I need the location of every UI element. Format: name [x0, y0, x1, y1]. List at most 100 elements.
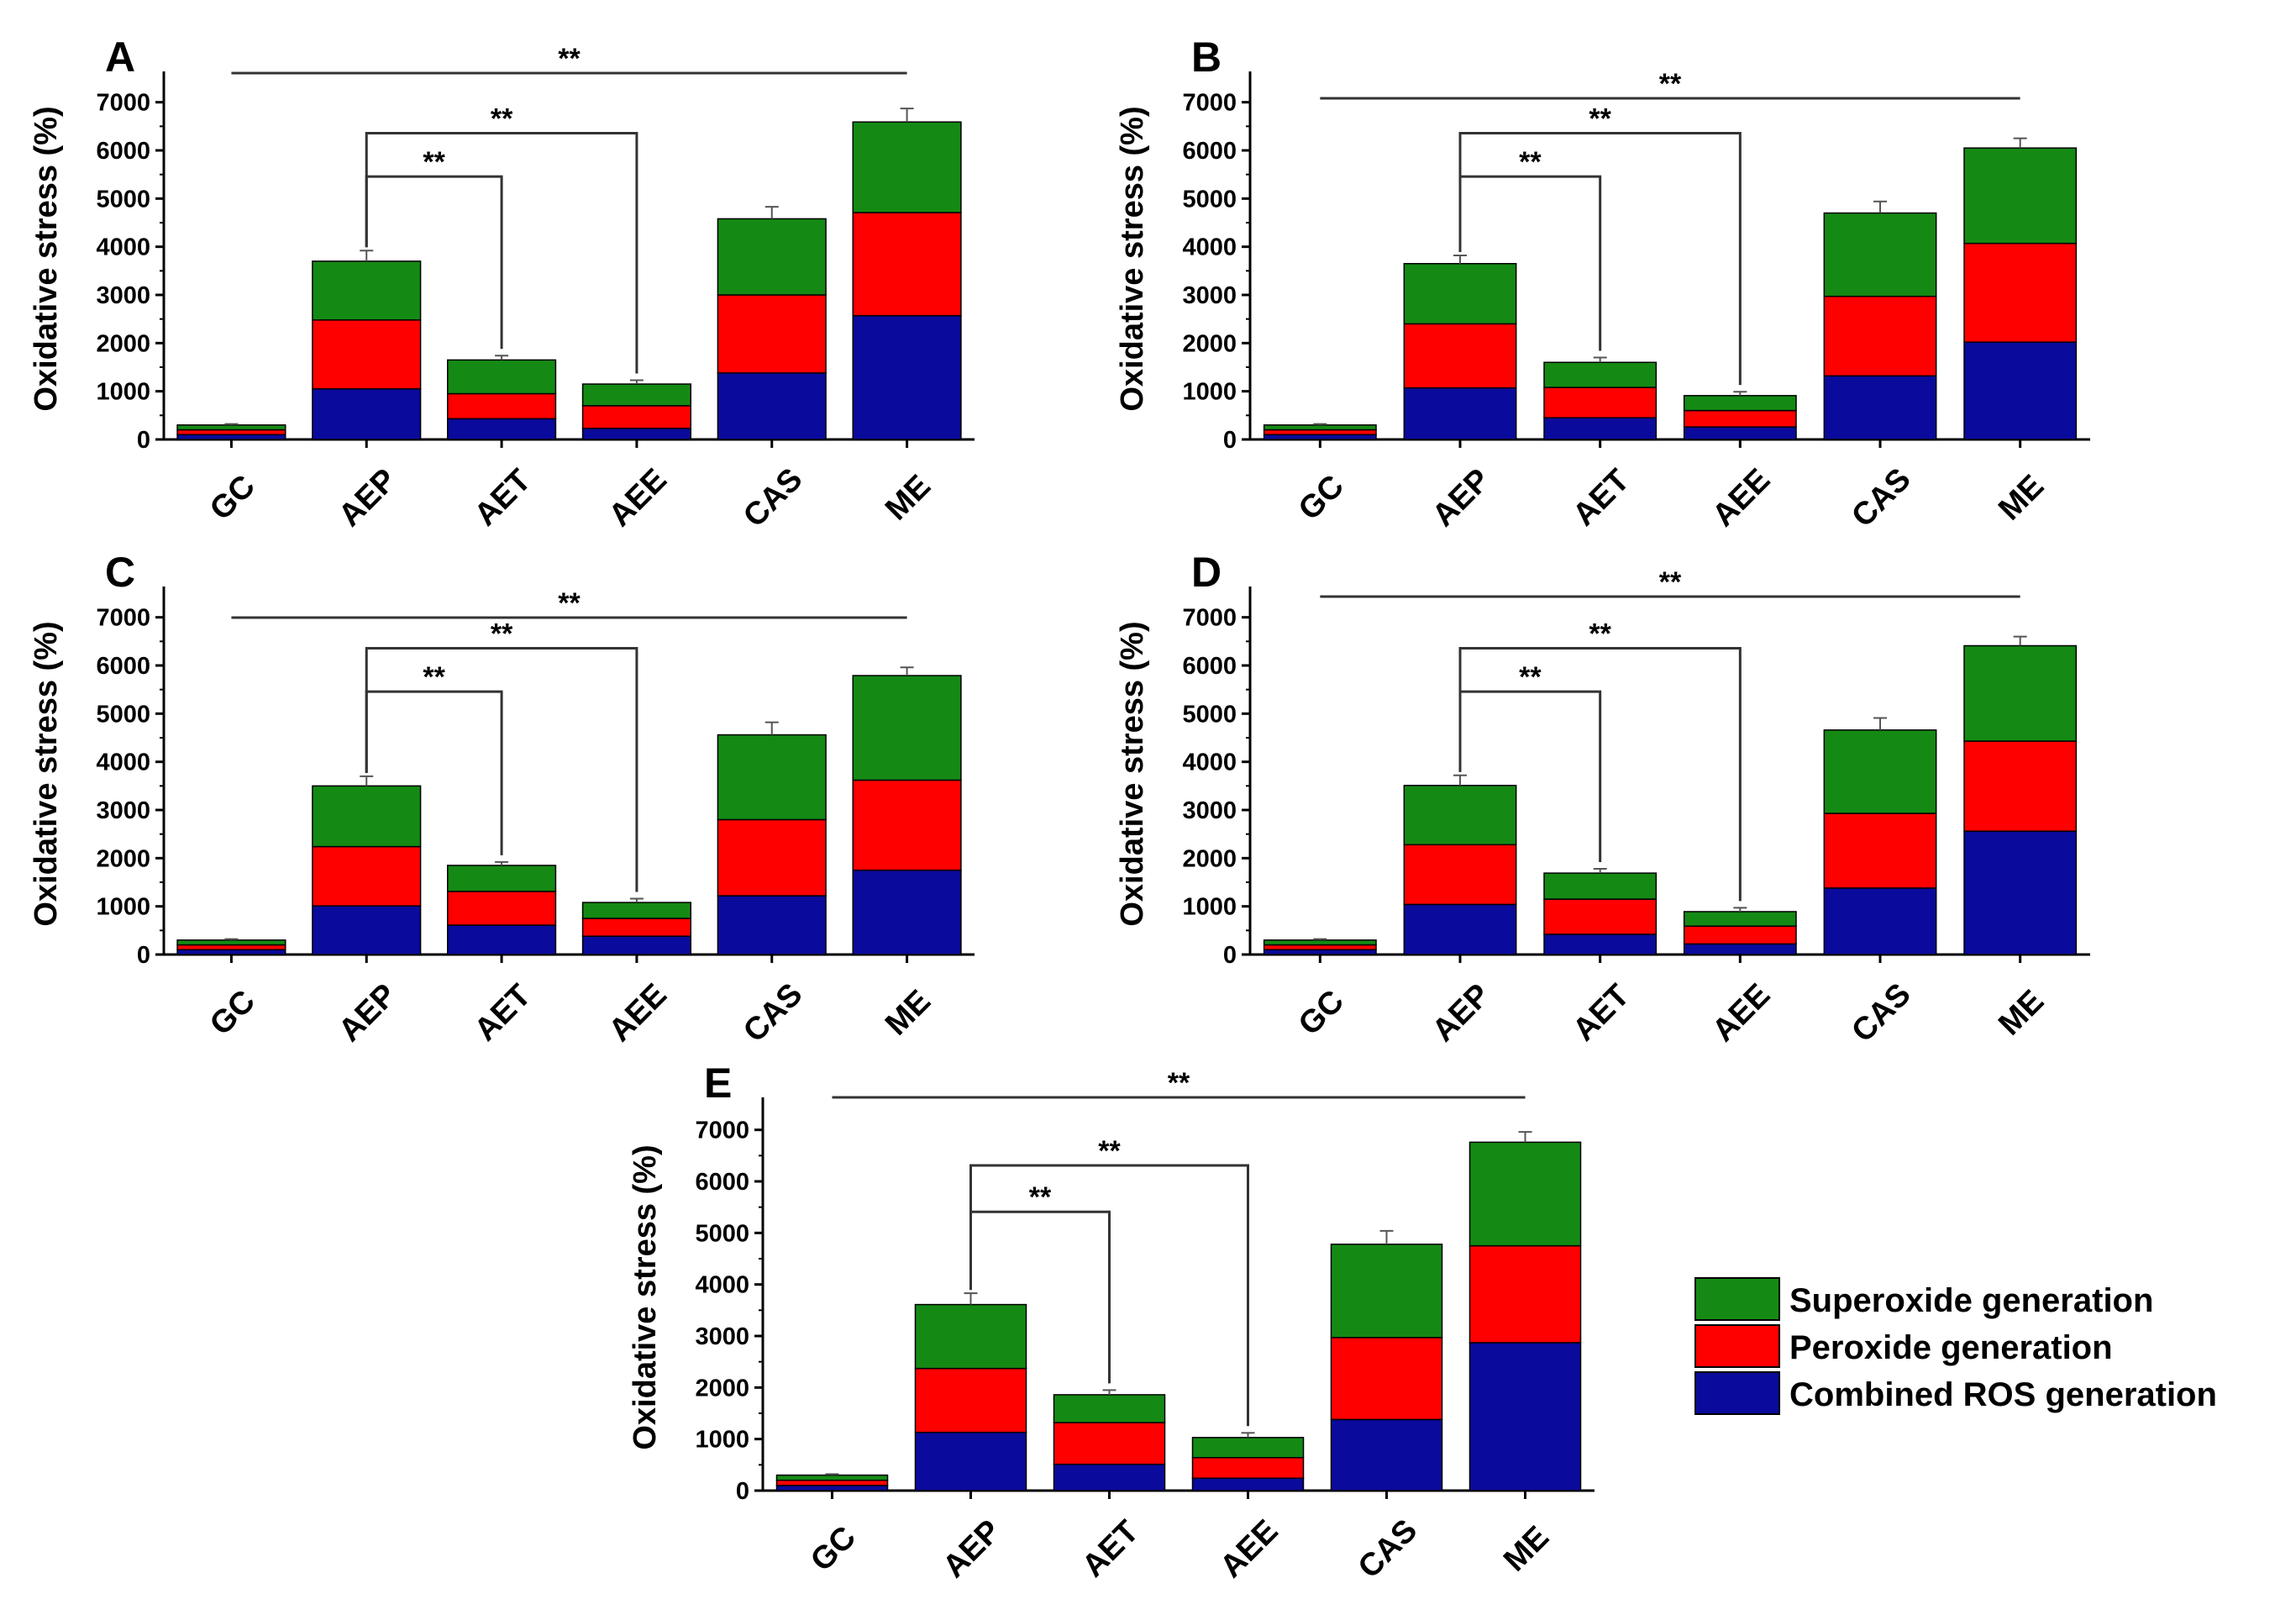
y-tick-label: 2000 [1182, 845, 1237, 872]
bar-segment [1263, 939, 1377, 946]
legend-item-superoxide: Superoxide generation [1694, 1277, 2153, 1321]
bar-segment [312, 785, 422, 848]
bar-segment [447, 418, 557, 440]
significance-aep-aet: ** [969, 1181, 1111, 1384]
bar-segment [914, 1431, 1027, 1491]
significance-label: ** [1029, 1181, 1052, 1213]
legend: Superoxide generation Peroxide generatio… [1694, 1277, 2217, 1415]
x-tick-label: AET [468, 978, 538, 1048]
bar-segment [1330, 1418, 1443, 1491]
bar-segment [447, 865, 557, 892]
significance-bracket [365, 175, 503, 350]
bar-segment [1468, 1244, 1582, 1344]
bar-segment [1403, 844, 1517, 906]
x-tick-label: AEP [1426, 977, 1497, 1049]
x-tick-label: ME [1992, 469, 2051, 528]
bar-segment [312, 319, 422, 390]
y-tick-label: 6000 [695, 1169, 749, 1196]
x-tick-label: GC [1292, 984, 1351, 1043]
bar-stack-gc [1263, 423, 1377, 440]
y-tick-label: 5000 [1182, 701, 1237, 728]
significance-aep-aet: ** [365, 146, 503, 350]
significance-gc-me: ** [231, 587, 907, 619]
y-tick-label: 0 [137, 942, 150, 969]
bar-stack-me [852, 108, 962, 440]
bar-segment [1683, 943, 1797, 955]
bar-segment [1330, 1244, 1443, 1339]
significance-gc-me: ** [832, 1067, 1526, 1099]
bar-stack-cas [1823, 200, 1937, 440]
bar-segment [1543, 898, 1658, 935]
y-tick-label: 7000 [1182, 90, 1237, 117]
significance-label: ** [1659, 68, 1682, 100]
bar-segment [1191, 1456, 1305, 1480]
bar-segment [1543, 934, 1658, 955]
bar-stack-aee [1683, 391, 1797, 440]
significance-label: ** [1168, 1067, 1190, 1099]
bar-segment [176, 434, 286, 440]
y-tick-label: 6000 [96, 653, 150, 680]
legend-swatch-superoxide [1694, 1277, 1780, 1321]
significance-aep-aet: ** [365, 661, 503, 855]
y-axis-label: Oxidative stress (%) [628, 1144, 663, 1449]
bar-segment [1823, 295, 1937, 377]
y-tick-label: 6000 [96, 138, 150, 165]
bar-segment [176, 949, 286, 955]
y-tick-label: 6000 [1182, 653, 1237, 680]
legend-label-peroxide: Peroxide generation [1789, 1329, 2113, 1366]
bar-stack-aee [1683, 907, 1797, 955]
bar-segment [1053, 1394, 1166, 1423]
x-tick-label: ME [1497, 1520, 1556, 1579]
bar-stack-aet [447, 355, 557, 440]
y-tick-label: 4000 [1182, 234, 1237, 261]
x-tick-label: CAS [737, 461, 809, 534]
x-tick-label: GC [203, 469, 262, 528]
bar-segment [1823, 212, 1937, 297]
bar-segment [581, 428, 691, 440]
x-tick-label: AET [1075, 1514, 1145, 1584]
bar-segment [775, 1479, 889, 1486]
bar-stack-aep [312, 250, 422, 440]
bar-stack-me [1468, 1131, 1582, 1491]
significance-label: ** [1589, 103, 1611, 135]
bar-segment [1823, 375, 1937, 440]
bar-segment [1683, 911, 1797, 927]
x-tick-label: CAS [1845, 976, 1917, 1049]
bar-segment [1543, 387, 1658, 418]
chart-panel-d: D Oxidative stress (%) 0 1000 2000 3000 4000 50… [1115, 549, 2090, 1049]
y-tick-label: 2000 [1182, 330, 1237, 357]
significance-aep-aet: ** [1458, 146, 1602, 351]
bar-stack-aee [581, 897, 691, 955]
bar-stack-aep [1403, 254, 1517, 440]
panel-letter: A [105, 34, 135, 81]
x-tick-label: AET [1566, 463, 1636, 533]
x-tick-label: AET [1566, 978, 1636, 1048]
bar-segment [1543, 361, 1658, 388]
y-tick-label: 7000 [96, 605, 150, 632]
bar-stack-aep [914, 1292, 1027, 1491]
x-tick-label: CAS [737, 976, 809, 1049]
significance-label: ** [1098, 1135, 1121, 1167]
x-tick-label: AEE [602, 977, 674, 1049]
bar-segment [717, 895, 827, 955]
bar-segment [581, 935, 691, 955]
y-tick-label: 3000 [96, 282, 150, 309]
bar-segment [852, 314, 962, 440]
bar-segment [1683, 925, 1797, 945]
bar-segment [581, 383, 691, 407]
bar-segment [1963, 830, 2078, 955]
legend-item-combined-ros: Combined ROS generation [1694, 1371, 2217, 1415]
significance-bracket [1458, 690, 1602, 862]
y-tick-label: 1000 [1182, 894, 1237, 921]
bar-segment [1963, 341, 2078, 440]
bar-stack-aet [1543, 356, 1658, 440]
y-tick-label: 2000 [96, 845, 150, 872]
bar-segment [176, 939, 286, 946]
y-tick-label: 1000 [96, 379, 150, 406]
bar-segment [312, 845, 422, 907]
legend-swatch-combined-ros [1694, 1371, 1780, 1415]
bar-stack-gc [775, 1473, 889, 1491]
significance-bracket [969, 1210, 1111, 1384]
bar-segment [1263, 434, 1377, 440]
bar-segment [1468, 1342, 1582, 1491]
